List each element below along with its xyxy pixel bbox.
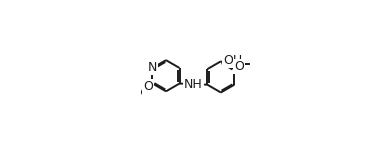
Text: N: N (148, 61, 157, 74)
Text: NH: NH (184, 78, 203, 91)
Text: O: O (143, 80, 153, 93)
Text: O: O (234, 60, 244, 73)
Text: OH: OH (223, 54, 242, 67)
